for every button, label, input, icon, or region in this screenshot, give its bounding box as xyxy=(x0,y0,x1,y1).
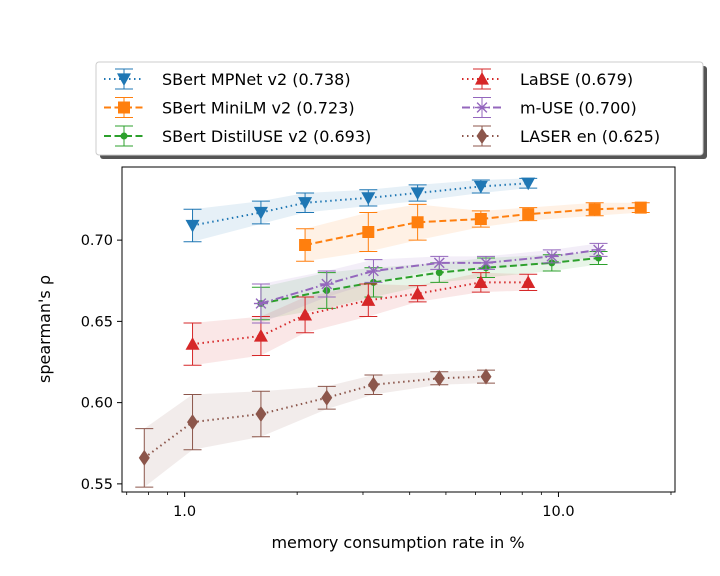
data-point xyxy=(588,203,601,216)
data-point xyxy=(361,293,376,306)
marker-stroke xyxy=(593,244,604,256)
series-1 xyxy=(183,177,538,243)
band-series-1 xyxy=(192,178,529,242)
data-point xyxy=(521,177,536,191)
y-tick-label: 0.65 xyxy=(81,314,113,330)
band-series-6 xyxy=(144,370,486,488)
legend-label: SBert MiniLM v2 (0.723) xyxy=(162,99,355,118)
marker-stroke xyxy=(546,250,558,262)
series-6 xyxy=(135,368,495,488)
data-point xyxy=(473,180,488,194)
data-point xyxy=(319,278,334,290)
legend-marker xyxy=(118,101,130,114)
data-point xyxy=(522,208,535,221)
data-point xyxy=(187,414,199,431)
data-point xyxy=(253,206,268,220)
marker-stroke xyxy=(433,257,445,269)
data-point xyxy=(299,239,312,251)
data-point xyxy=(185,219,200,233)
band-series-3 xyxy=(260,251,599,320)
series-2 xyxy=(296,201,650,262)
legend-marker xyxy=(117,73,131,86)
y-axis-label: spearman's ρ xyxy=(35,275,54,383)
data-point xyxy=(410,187,425,200)
legend-label: LaBSE (0.679) xyxy=(520,70,633,89)
confidence-bands xyxy=(144,178,641,488)
axis-ticks: 0.55 0.60 0.65 0.70 1.0 10.0 xyxy=(81,233,672,520)
legend-box xyxy=(95,61,704,156)
data-point xyxy=(411,216,424,229)
data-point xyxy=(634,201,647,214)
legend-marker xyxy=(475,102,489,113)
data-point xyxy=(435,269,443,277)
data-point xyxy=(361,192,376,205)
data-point xyxy=(366,265,381,277)
data-point xyxy=(473,275,488,288)
y-tick-label: 0.70 xyxy=(81,233,113,249)
data-point xyxy=(478,257,493,269)
marker-stroke xyxy=(480,257,492,269)
band-series-5 xyxy=(260,243,599,323)
data-point xyxy=(253,298,268,309)
y-tick-label: 0.55 xyxy=(81,477,113,493)
legend-marker xyxy=(475,72,489,85)
legend: SBert MPNet v2 (0.738) SBert MiniLM v2 (0… xyxy=(95,61,707,159)
marker-stroke xyxy=(368,265,379,277)
marker-stroke xyxy=(321,278,333,290)
marker-stroke xyxy=(255,298,267,309)
band-series-4 xyxy=(192,272,529,366)
series-layer xyxy=(135,177,650,488)
data-point xyxy=(544,250,559,262)
data-point xyxy=(433,370,445,387)
data-point xyxy=(185,337,200,350)
x-axis-label: memory consumption rate in % xyxy=(271,533,524,552)
marker-stroke xyxy=(476,102,488,113)
series-4 xyxy=(183,272,538,366)
legend-label: LASER en (0.625) xyxy=(520,127,660,146)
legend-marker xyxy=(476,128,488,144)
data-point xyxy=(591,244,606,256)
data-point xyxy=(255,406,267,422)
data-point xyxy=(480,368,492,385)
legend-entry-1: SBert MPNet v2 (0.738) xyxy=(104,68,351,90)
legend-label: SBert MPNet v2 (0.738) xyxy=(162,70,351,89)
x-tick-label: 1.0 xyxy=(173,504,196,520)
x-tick-label: 10.0 xyxy=(542,504,574,520)
y-tick-label: 0.60 xyxy=(81,396,113,412)
data-point xyxy=(410,286,425,300)
legend-marker xyxy=(120,132,128,140)
series-5 xyxy=(251,242,608,324)
legend-label: SBert DistilUSE v2 (0.693) xyxy=(162,127,371,146)
data-point xyxy=(367,376,379,393)
data-point xyxy=(474,213,487,225)
data-point xyxy=(298,197,313,210)
legend-entry-2: SBert MiniLM v2 (0.723) xyxy=(104,97,355,118)
legend-entry-5: m-USE (0.700) xyxy=(462,97,637,118)
data-point xyxy=(138,449,150,466)
plot-frame xyxy=(121,166,676,493)
data-point xyxy=(321,389,333,406)
band-series-2 xyxy=(305,202,641,262)
legend-entry-4: LaBSE (0.679) xyxy=(462,68,633,90)
data-point xyxy=(521,275,536,288)
legend-label: m-USE (0.700) xyxy=(520,99,637,118)
data-point xyxy=(362,226,375,238)
legend-entry-3: SBert DistilUSE v2 (0.693) xyxy=(104,125,371,147)
legend-entry-6: LASER en (0.625) xyxy=(462,125,660,147)
data-point xyxy=(253,329,268,342)
data-point xyxy=(432,257,447,269)
data-point xyxy=(298,307,313,321)
